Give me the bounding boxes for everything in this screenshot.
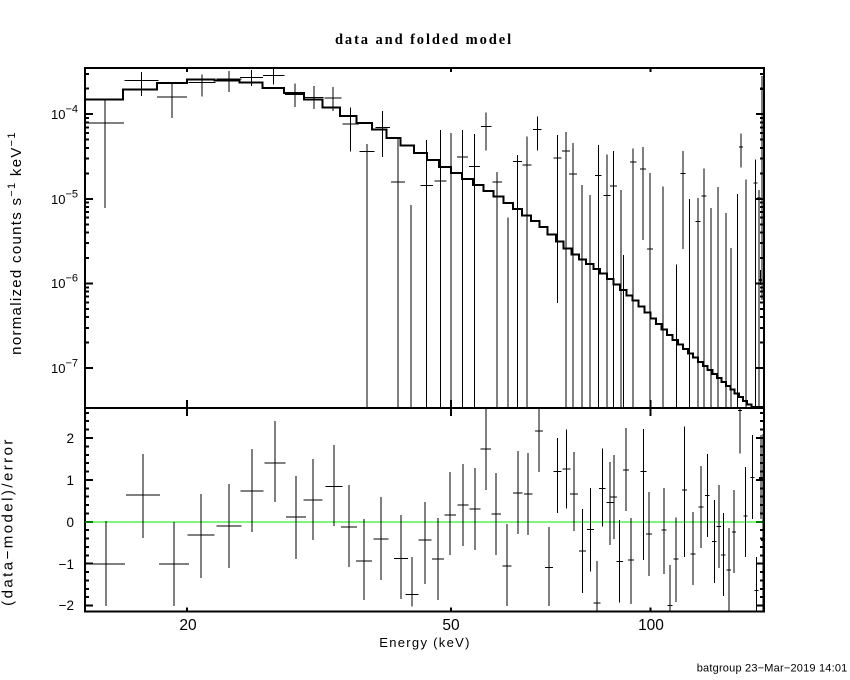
svg-text:2: 2 xyxy=(66,431,74,446)
svg-text:1: 1 xyxy=(66,473,74,488)
svg-text:(data−model)/error: (data−model)/error xyxy=(0,437,17,606)
svg-text:100: 100 xyxy=(638,617,664,634)
svg-text:−2: −2 xyxy=(59,598,74,613)
svg-text:Energy (keV): Energy (keV) xyxy=(379,635,470,650)
svg-text:50: 50 xyxy=(442,617,460,634)
svg-text:data and folded model: data and folded model xyxy=(335,32,513,48)
svg-text:−1: −1 xyxy=(59,557,74,572)
svg-text:20: 20 xyxy=(179,617,197,634)
svg-text:normalized counts s−1 keV−1: normalized counts s−1 keV−1 xyxy=(6,131,25,355)
svg-text:0: 0 xyxy=(66,515,74,530)
svg-text:batgroup 23−Mar−2019 14:01: batgroup 23−Mar−2019 14:01 xyxy=(697,663,848,675)
